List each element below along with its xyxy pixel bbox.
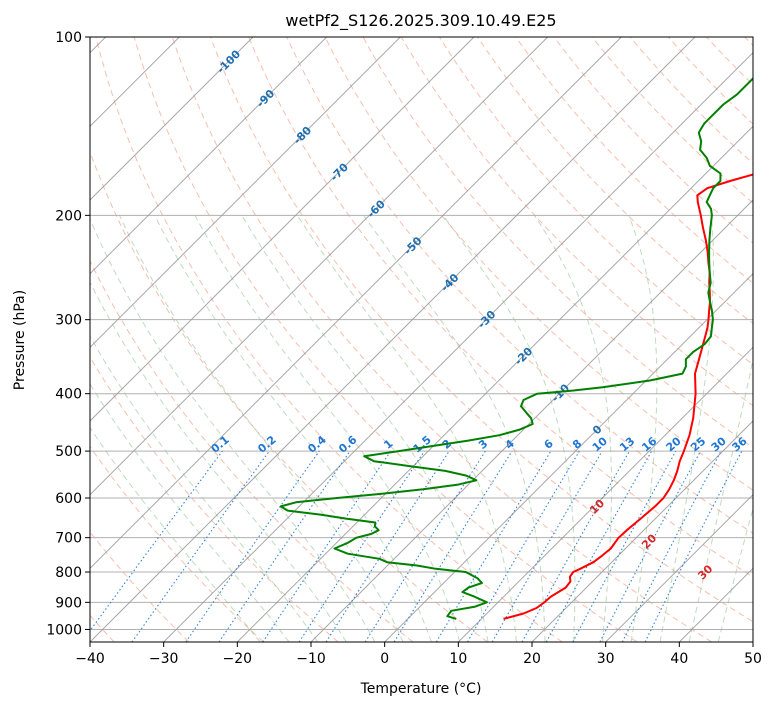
moist-adiabats xyxy=(90,215,753,642)
moist-adiabat-line xyxy=(90,217,376,642)
y-tick-label: 700 xyxy=(55,531,82,547)
dry-adiabat-line xyxy=(248,37,753,578)
y-tick-label: 600 xyxy=(55,491,82,507)
dry-adiabat-line xyxy=(171,37,712,642)
isotherm-line xyxy=(90,37,549,496)
mixing-ratio-line xyxy=(185,450,320,642)
isotherm-grid xyxy=(90,37,753,642)
y-tick-label: 500 xyxy=(55,444,82,460)
x-tick-label: −40 xyxy=(75,651,105,667)
moist-adiabat-line xyxy=(154,215,432,642)
mixing-ratio-line xyxy=(325,450,450,642)
y-axis-ticks: 1000 900 800 700 600 500 400 300 200 100 xyxy=(46,30,90,638)
dry-adiabat-line xyxy=(515,37,753,284)
chart-title: wetPf2_S126.2025.309.10.49.E25 xyxy=(285,11,556,31)
x-tick-label: 30 xyxy=(597,651,615,667)
moist-adiabat-line xyxy=(442,215,576,642)
x-axis-label: Temperature (°C) xyxy=(360,681,482,697)
dry-adiabat-line xyxy=(133,37,638,642)
y-tick-label: 900 xyxy=(55,595,82,611)
x-tick-label: −30 xyxy=(149,651,179,667)
dry-adiabat-line xyxy=(477,37,753,325)
x-tick-label: 40 xyxy=(670,651,688,667)
x-axis-ticks: −40 −30 −20 −10 0 10 20 30 40 50 xyxy=(75,642,762,667)
mixing-ratio-line xyxy=(393,450,513,642)
dry-adiabat-line xyxy=(90,445,264,642)
temperature-profile-line xyxy=(503,173,753,620)
isotherm-line xyxy=(90,37,401,349)
y-tick-label: 200 xyxy=(55,208,82,224)
mixing-ratio-line xyxy=(521,450,630,642)
y-axis-label: Pressure (hPa) xyxy=(12,290,28,390)
moist-adiabat-line xyxy=(90,426,261,642)
moist-adiabat-line xyxy=(363,215,546,642)
x-tick-label: 0 xyxy=(380,651,389,667)
dry-adiabat-line xyxy=(629,37,753,165)
dry-adiabat-line xyxy=(400,37,753,407)
moist-adiabat-line xyxy=(628,215,658,642)
moist-adiabat-line xyxy=(659,215,715,642)
dewpoint-profile-line xyxy=(279,77,753,620)
isotherm-line xyxy=(90,37,475,422)
y-tick-label: 400 xyxy=(55,387,82,403)
plot-frame xyxy=(89,36,754,643)
isobar-grid xyxy=(90,37,753,630)
isotherm-line xyxy=(90,37,254,201)
profile-series xyxy=(279,77,753,620)
isotherm-line xyxy=(531,420,753,642)
x-tick-label: −10 xyxy=(296,651,326,667)
mixing-ratio-line xyxy=(218,450,351,642)
x-tick-label: 20 xyxy=(523,651,541,667)
isotherm-line xyxy=(90,37,696,642)
isotherm-line xyxy=(90,37,622,570)
isotherm-line xyxy=(163,51,753,642)
mixing-ratio-line xyxy=(545,450,653,642)
dry-adiabat-line xyxy=(324,37,753,491)
mixing-ratio-line xyxy=(467,450,580,642)
moist-adiabat-line xyxy=(90,335,319,642)
x-tick-label: 50 xyxy=(744,651,762,667)
mixing-ratio-line xyxy=(491,450,603,642)
dry-adiabat-line xyxy=(90,259,414,642)
isotherm-line xyxy=(457,346,753,642)
y-tick-label: 800 xyxy=(55,565,82,581)
mixing-ratio-line xyxy=(364,450,486,642)
isotherm-line xyxy=(384,272,753,642)
isotherm-line xyxy=(236,125,753,642)
x-tick-label: −20 xyxy=(223,651,253,667)
moist-adiabat-line xyxy=(119,215,404,642)
dry-adiabat-line xyxy=(95,37,563,642)
dry-adiabat-line xyxy=(591,37,753,204)
mixing-ratio-line xyxy=(131,450,270,642)
moist-adiabat-line xyxy=(194,215,461,642)
isotherm-line xyxy=(90,37,328,275)
y-tick-label: 100 xyxy=(55,30,82,46)
mixing-ratio-line xyxy=(90,450,223,632)
moist-adiabat-line xyxy=(90,281,347,642)
y-tick-label: 1000 xyxy=(46,622,82,638)
dry-adiabat-line xyxy=(210,37,753,623)
moist-adiabat-line xyxy=(534,215,612,642)
mixing-ratio-line xyxy=(572,450,677,642)
y-tick-label: 300 xyxy=(55,313,82,329)
isotherm-line xyxy=(605,493,753,642)
isotherm-line xyxy=(310,199,753,642)
x-tick-label: 10 xyxy=(449,651,467,667)
